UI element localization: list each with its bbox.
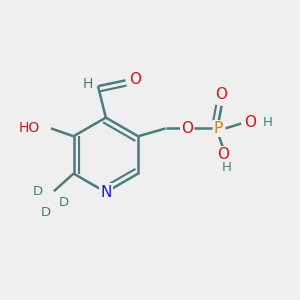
Text: HO: HO: [19, 122, 40, 135]
Text: H: H: [221, 161, 231, 174]
Text: H: H: [263, 116, 273, 129]
Text: N: N: [100, 185, 112, 200]
Text: O: O: [216, 87, 228, 102]
Text: P: P: [214, 121, 223, 136]
Text: O: O: [218, 147, 230, 162]
Text: D: D: [41, 206, 51, 219]
Text: D: D: [59, 196, 69, 209]
Text: H: H: [83, 77, 93, 91]
Text: O: O: [181, 121, 193, 136]
Text: O: O: [244, 115, 256, 130]
Text: D: D: [33, 185, 43, 198]
Text: O: O: [129, 72, 141, 87]
